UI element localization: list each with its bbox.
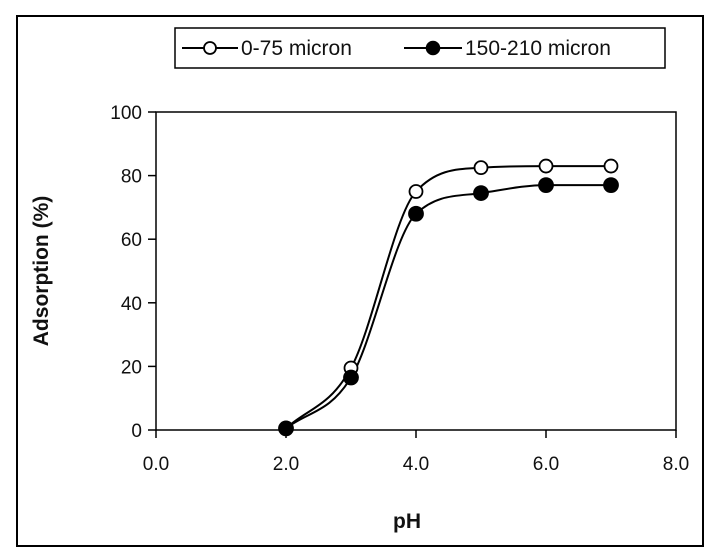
legend-marker-series-0 bbox=[203, 41, 217, 55]
legend-label-series-1: 150-210 micron bbox=[465, 37, 611, 60]
legend: 0-75 micron 150-210 micron bbox=[174, 27, 666, 69]
series-1-point bbox=[538, 177, 554, 194]
y-tick-label: 20 bbox=[121, 357, 142, 378]
y-tick-label: 80 bbox=[121, 167, 142, 188]
series-1-point bbox=[603, 177, 619, 194]
y-tick-label: 60 bbox=[121, 230, 142, 251]
series-0-point bbox=[408, 184, 424, 199]
plot-area bbox=[155, 111, 677, 431]
x-tick-label: 4.0 bbox=[403, 454, 429, 475]
x-tick-label: 6.0 bbox=[533, 454, 559, 475]
x-tick-label: 2.0 bbox=[273, 454, 299, 475]
y-axis-title: Adsorption (%) bbox=[30, 196, 53, 346]
x-tick-label: 8.0 bbox=[663, 454, 689, 475]
series-0-point bbox=[473, 160, 489, 176]
y-tick-label: 100 bbox=[110, 103, 142, 124]
series-1-point bbox=[343, 369, 359, 386]
legend-marker-series-1 bbox=[425, 40, 441, 56]
ticks-layer: 0 20 40 60 80 100 0.0 2.0 4.0 6.0 8.0 bbox=[110, 103, 689, 475]
legend-label-series-0: 0-75 micron bbox=[241, 37, 352, 60]
series-1-point bbox=[408, 205, 424, 222]
x-tick-label: 0.0 bbox=[143, 454, 169, 475]
y-tick-label: 40 bbox=[121, 294, 142, 315]
series-0-point bbox=[538, 158, 554, 174]
x-axis-title: pH bbox=[393, 510, 421, 533]
series-layer bbox=[278, 158, 619, 437]
y-tick-label: 0 bbox=[131, 421, 142, 442]
series-1-point bbox=[278, 420, 294, 437]
series-1-point bbox=[473, 185, 489, 201]
series-0-point bbox=[603, 158, 619, 174]
